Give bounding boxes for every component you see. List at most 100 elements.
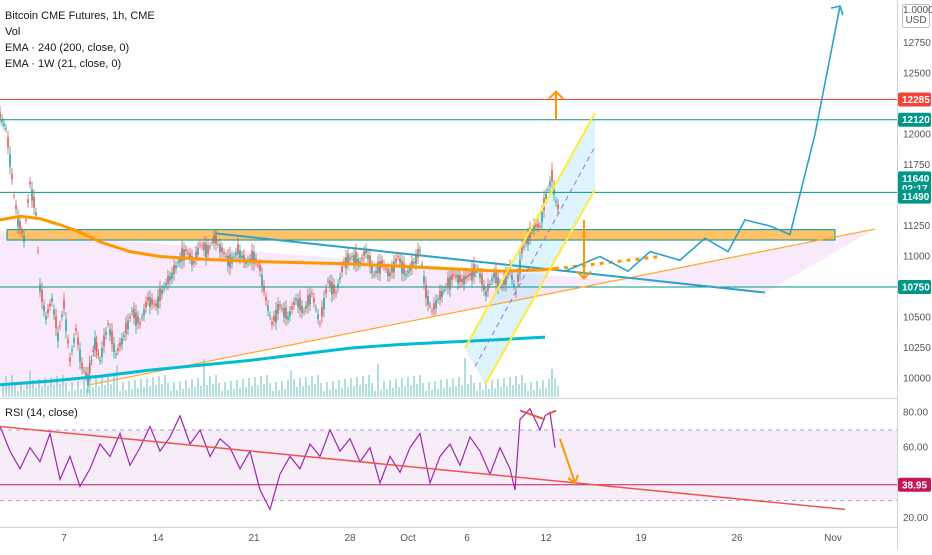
volume-bar [374, 391, 376, 397]
candle-body [321, 307, 323, 317]
volume-bar [185, 380, 187, 397]
volume-bar [473, 383, 475, 397]
volume-bar [32, 380, 34, 397]
candle-body [275, 309, 277, 323]
candle-body [141, 317, 143, 319]
candle-body [167, 275, 169, 285]
candle-body [459, 275, 461, 283]
volume-bar [371, 383, 373, 397]
volume-bar [284, 389, 286, 397]
rsi-arrowhead [567, 474, 579, 485]
candle-body [241, 255, 243, 259]
volume-bar [227, 390, 229, 397]
candle-body [261, 274, 263, 286]
candle-body [9, 153, 11, 167]
candle-body [135, 312, 137, 326]
candle-body [109, 328, 111, 336]
candle-body [195, 251, 197, 260]
time-tick-label: Nov [824, 533, 842, 544]
candle-body [515, 292, 517, 294]
candle-body [99, 360, 101, 362]
volume-bar [455, 386, 457, 397]
volume-bar [539, 389, 541, 397]
legend-title: Bitcoin CME Futures, 1h, CME [5, 10, 155, 22]
candle-body [111, 330, 113, 344]
volume-bar [140, 379, 142, 397]
volume-bar [53, 385, 55, 397]
volume-bar [518, 384, 520, 397]
price-badge-10750 [898, 280, 931, 295]
volume-bar [80, 389, 82, 397]
volume-bar [506, 386, 508, 397]
volume-bar [416, 384, 418, 397]
volume-bar [194, 387, 196, 397]
currency-scale-box[interactable]: 1.0000 USD [902, 4, 932, 28]
volume-bar [425, 391, 427, 397]
volume-bar [89, 379, 91, 397]
candle-body [479, 273, 481, 278]
candle-body [197, 247, 199, 256]
candle-body [315, 308, 317, 310]
rsi-divergence-line-0 [519, 409, 546, 421]
volume-bar [254, 377, 256, 397]
volume-bar [380, 390, 382, 397]
rsi-tick-label: 20.00 [903, 513, 928, 524]
volume-bar [191, 379, 193, 397]
candle-body [219, 244, 221, 253]
candle-body [101, 347, 103, 357]
volume-bar [299, 378, 301, 397]
volume-bar [485, 381, 487, 397]
candle-body [25, 219, 27, 221]
candle-body [105, 331, 107, 335]
candle-body [69, 357, 71, 362]
candle-body [53, 309, 55, 315]
volume-bar [458, 377, 460, 397]
candle-body [309, 293, 311, 305]
candle-body [41, 289, 43, 302]
candle-body [311, 292, 313, 294]
volume-bar [500, 387, 502, 397]
volume-bar [476, 391, 478, 397]
volume-bar [44, 378, 46, 397]
volume-bar [92, 387, 94, 397]
candle-body [213, 235, 215, 244]
candle-body [303, 311, 305, 313]
candle-body [511, 275, 513, 280]
volume-bar [35, 388, 37, 397]
candle-body [27, 199, 29, 203]
volume-bar [449, 387, 451, 397]
candle-body [163, 286, 165, 289]
volume-bar [146, 378, 148, 397]
candle-body [107, 323, 109, 325]
volume-bar [11, 375, 13, 397]
volume-bar [98, 386, 100, 397]
candle-body [555, 200, 557, 203]
forecast-arrowhead-1 [576, 270, 592, 280]
rsi-divergence-line-1 [547, 409, 557, 416]
candle-body [431, 311, 433, 313]
candle-body [365, 248, 367, 254]
volume-bar [272, 391, 274, 397]
volume-bar [86, 388, 88, 397]
volume-bar [542, 380, 544, 397]
candle-body [299, 297, 301, 311]
volume-bar [17, 391, 19, 397]
volume-bar [350, 378, 352, 397]
candle-body [17, 215, 19, 227]
volume-bar [488, 389, 490, 397]
rsi-value-badge-text: 38.95 [902, 480, 927, 491]
candle-body [95, 342, 98, 352]
volume-bar [62, 375, 64, 397]
volume-bar [275, 382, 277, 397]
volume-bar [470, 375, 472, 397]
volume-bar [164, 375, 166, 397]
volume-bar [491, 380, 493, 397]
chart-legend: Bitcoin CME Futures, 1h, CME Vol EMA · 2… [5, 8, 155, 72]
candle-body [415, 255, 417, 264]
candle-body [341, 266, 343, 273]
candle-body [363, 251, 365, 257]
candle-body [7, 137, 9, 148]
volume-bar [104, 385, 106, 397]
candle-body [445, 286, 447, 288]
